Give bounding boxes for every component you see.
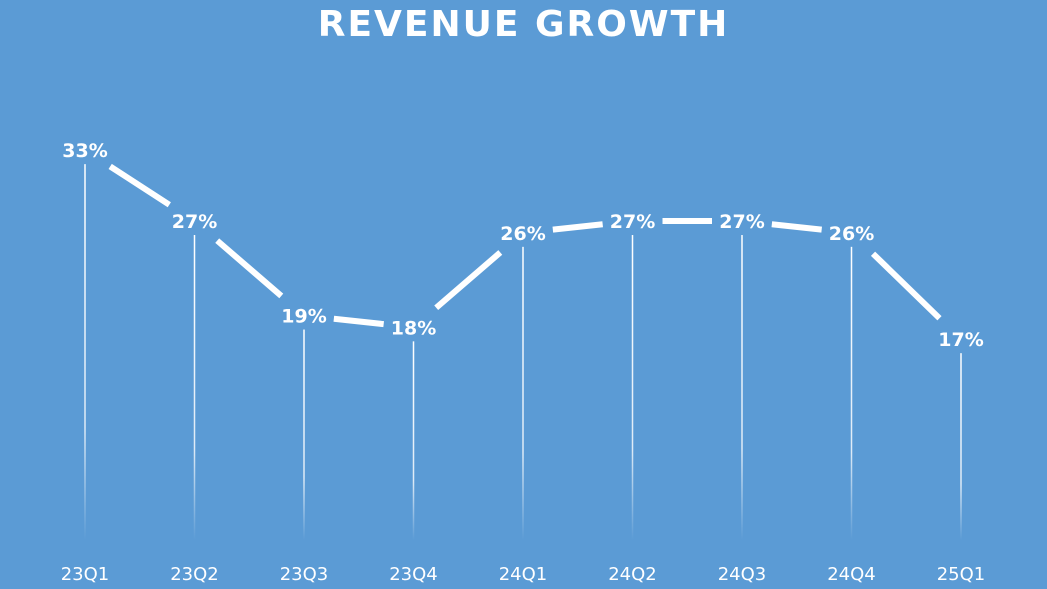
line-segment-24Q3-24Q4 [771,221,822,233]
x-tick-label-24Q1: 24Q1 [499,564,548,585]
series-line [108,163,942,328]
x-tick-label-24Q3: 24Q3 [718,564,767,585]
line-segment-23Q4-24Q1 [434,250,503,311]
data-label-24Q2: 27% [610,211,655,233]
line-segment-24Q4-25Q1 [870,251,942,321]
line-segment-23Q2-23Q3 [215,238,284,299]
x-axis: 23Q1 23Q2 23Q3 23Q4 24Q1 24Q2 24Q3 24Q4 25Q1 [61,564,986,585]
drop-lines [84,164,962,541]
chart-title: REVENUE GROWTH [317,4,730,45]
data-label-24Q4: 26% [829,223,874,245]
line-segment-23Q3-23Q4 [333,315,384,328]
x-tick-label-23Q1: 23Q1 [61,564,110,585]
drop-line-23Q3 [303,329,305,540]
x-tick-label-25Q1: 25Q1 [937,564,986,585]
data-label-25Q1: 17% [938,329,983,351]
line-segment-24Q1-24Q2 [552,221,603,233]
data-label-24Q1: 26% [500,223,545,245]
drop-line-24Q1 [522,246,524,540]
drop-line-24Q4 [850,246,853,540]
data-label-23Q2: 27% [172,211,217,233]
data-label-23Q3: 19% [281,306,326,328]
x-tick-label-23Q2: 23Q2 [170,564,219,585]
data-label-24Q3: 27% [719,211,764,233]
drop-line-23Q1 [84,164,86,541]
data-labels: 33% 27% 19% 18% 26% 27% 27% 26% 17% [62,140,983,351]
x-tick-label-24Q4: 24Q4 [827,564,876,585]
drop-line-23Q2 [193,235,196,540]
drop-line-25Q1 [960,353,962,540]
line-segment-23Q1-23Q2 [108,163,171,208]
drop-line-23Q4 [412,341,415,540]
x-tick-label-23Q4: 23Q4 [389,564,438,585]
data-label-23Q1: 33% [62,140,107,162]
drop-line-24Q3 [741,235,743,540]
x-tick-label-23Q3: 23Q3 [280,564,329,585]
data-label-23Q4: 18% [391,317,436,339]
x-tick-label-24Q2: 24Q2 [608,564,657,585]
drop-line-24Q2 [631,235,634,540]
